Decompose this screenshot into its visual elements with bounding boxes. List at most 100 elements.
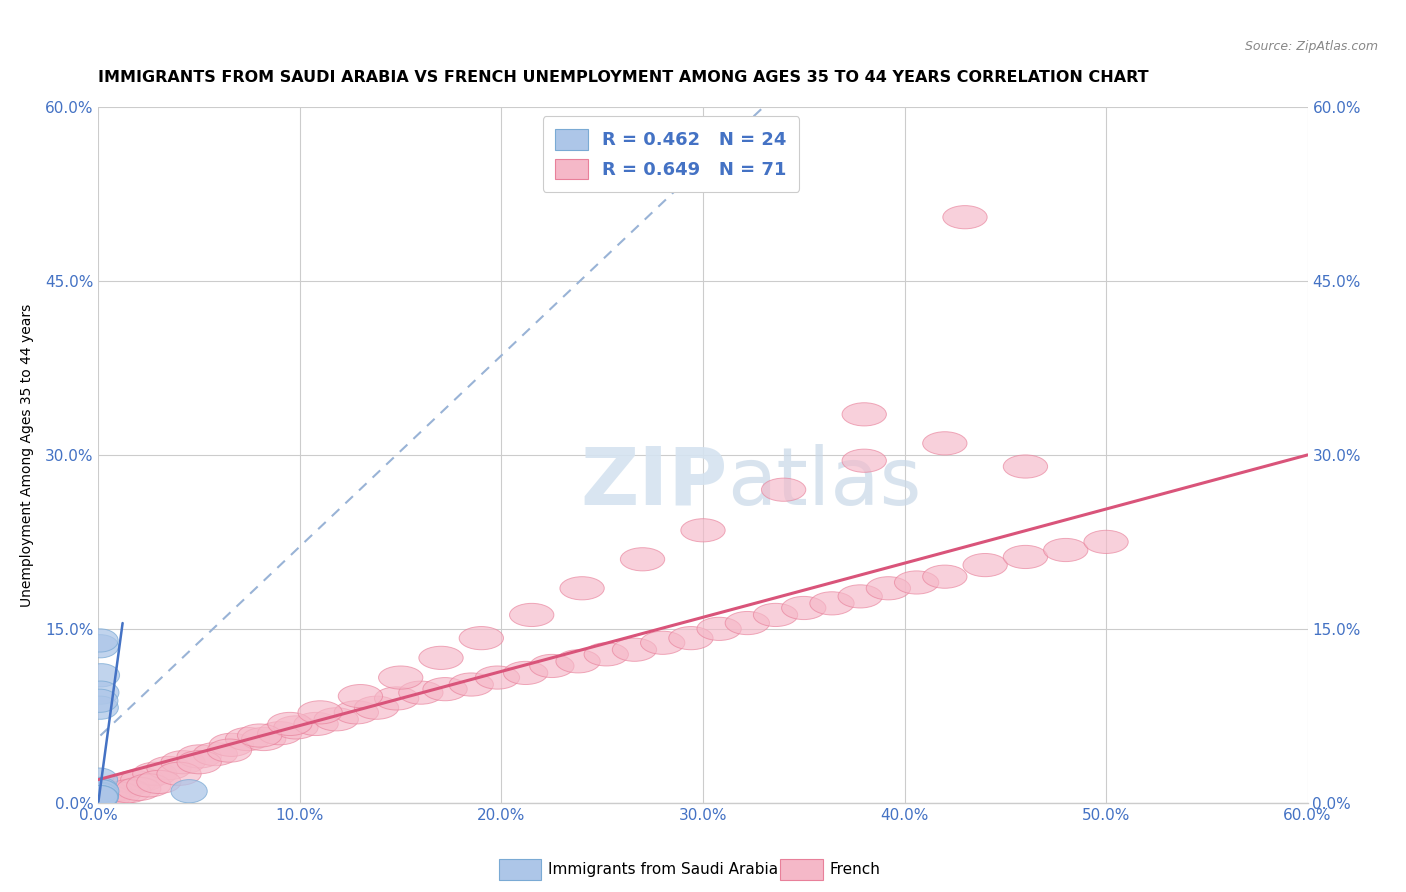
Ellipse shape [509, 603, 554, 626]
Ellipse shape [83, 780, 118, 803]
Ellipse shape [449, 673, 494, 696]
Ellipse shape [620, 548, 665, 571]
Ellipse shape [335, 701, 378, 724]
Ellipse shape [121, 768, 165, 791]
Ellipse shape [866, 577, 911, 599]
Ellipse shape [83, 664, 120, 687]
Ellipse shape [560, 577, 605, 599]
Ellipse shape [82, 629, 118, 652]
Ellipse shape [193, 742, 238, 765]
Ellipse shape [83, 681, 120, 705]
Y-axis label: Unemployment Among Ages 35 to 44 years: Unemployment Among Ages 35 to 44 years [20, 303, 34, 607]
Ellipse shape [82, 696, 118, 719]
Ellipse shape [146, 756, 191, 780]
Ellipse shape [374, 687, 419, 710]
Ellipse shape [378, 666, 423, 690]
Text: Source: ZipAtlas.com: Source: ZipAtlas.com [1244, 40, 1378, 54]
Ellipse shape [555, 649, 600, 673]
Text: Immigrants from Saudi Arabia: Immigrants from Saudi Arabia [548, 863, 779, 877]
Ellipse shape [117, 777, 160, 800]
Ellipse shape [82, 777, 118, 800]
Ellipse shape [242, 728, 285, 751]
Ellipse shape [762, 478, 806, 501]
Ellipse shape [419, 646, 463, 669]
Ellipse shape [157, 762, 201, 786]
Ellipse shape [82, 785, 118, 809]
Ellipse shape [82, 782, 118, 805]
Ellipse shape [697, 617, 741, 640]
Ellipse shape [681, 518, 725, 541]
Ellipse shape [104, 773, 149, 797]
Ellipse shape [97, 782, 141, 805]
Ellipse shape [1004, 455, 1047, 478]
Ellipse shape [782, 597, 825, 620]
Ellipse shape [207, 739, 252, 762]
Ellipse shape [294, 713, 339, 736]
Text: ZIP: ZIP [579, 443, 727, 522]
Ellipse shape [257, 722, 302, 745]
Ellipse shape [177, 751, 221, 774]
Ellipse shape [177, 745, 221, 768]
Ellipse shape [82, 780, 118, 803]
Text: atlas: atlas [727, 443, 921, 522]
Ellipse shape [298, 701, 342, 724]
Ellipse shape [86, 785, 131, 809]
Ellipse shape [160, 751, 205, 774]
Ellipse shape [132, 762, 177, 786]
Ellipse shape [238, 724, 281, 747]
Ellipse shape [963, 553, 1007, 577]
Ellipse shape [274, 715, 318, 739]
Ellipse shape [127, 773, 172, 797]
Text: French: French [830, 863, 880, 877]
Ellipse shape [172, 780, 207, 803]
Ellipse shape [112, 771, 157, 794]
Legend: R = 0.462   N = 24, R = 0.649   N = 71: R = 0.462 N = 24, R = 0.649 N = 71 [543, 116, 800, 192]
Ellipse shape [810, 591, 855, 615]
Ellipse shape [225, 728, 270, 751]
Ellipse shape [82, 768, 118, 791]
Ellipse shape [503, 661, 548, 684]
Ellipse shape [82, 784, 118, 807]
Ellipse shape [943, 205, 987, 229]
Ellipse shape [1084, 530, 1128, 553]
Ellipse shape [339, 684, 382, 707]
Ellipse shape [82, 783, 118, 806]
Ellipse shape [83, 635, 118, 658]
Ellipse shape [922, 566, 967, 589]
Ellipse shape [399, 681, 443, 705]
Ellipse shape [460, 626, 503, 649]
Ellipse shape [82, 785, 117, 809]
Ellipse shape [209, 733, 253, 756]
Ellipse shape [354, 696, 399, 719]
Ellipse shape [97, 777, 141, 800]
Ellipse shape [754, 603, 797, 626]
Ellipse shape [82, 785, 117, 809]
Ellipse shape [136, 771, 181, 794]
Ellipse shape [842, 402, 886, 425]
Ellipse shape [82, 784, 118, 807]
Ellipse shape [842, 449, 886, 473]
Ellipse shape [82, 785, 118, 809]
Ellipse shape [922, 432, 967, 455]
Ellipse shape [82, 690, 118, 713]
Ellipse shape [267, 713, 312, 736]
Ellipse shape [894, 571, 939, 594]
Ellipse shape [82, 784, 118, 807]
Ellipse shape [89, 780, 132, 803]
Ellipse shape [107, 780, 150, 803]
Ellipse shape [669, 626, 713, 649]
Ellipse shape [1004, 545, 1047, 568]
Text: IMMIGRANTS FROM SAUDI ARABIA VS FRENCH UNEMPLOYMENT AMONG AGES 35 TO 44 YEARS CO: IMMIGRANTS FROM SAUDI ARABIA VS FRENCH U… [98, 70, 1149, 85]
Ellipse shape [725, 612, 769, 635]
Ellipse shape [475, 666, 520, 690]
Ellipse shape [1043, 539, 1088, 562]
Ellipse shape [83, 780, 120, 803]
Ellipse shape [583, 643, 628, 666]
Ellipse shape [530, 655, 574, 678]
Ellipse shape [613, 638, 657, 661]
Ellipse shape [82, 782, 117, 805]
Ellipse shape [641, 632, 685, 655]
Ellipse shape [82, 785, 118, 809]
Ellipse shape [82, 785, 118, 809]
Ellipse shape [423, 678, 467, 701]
